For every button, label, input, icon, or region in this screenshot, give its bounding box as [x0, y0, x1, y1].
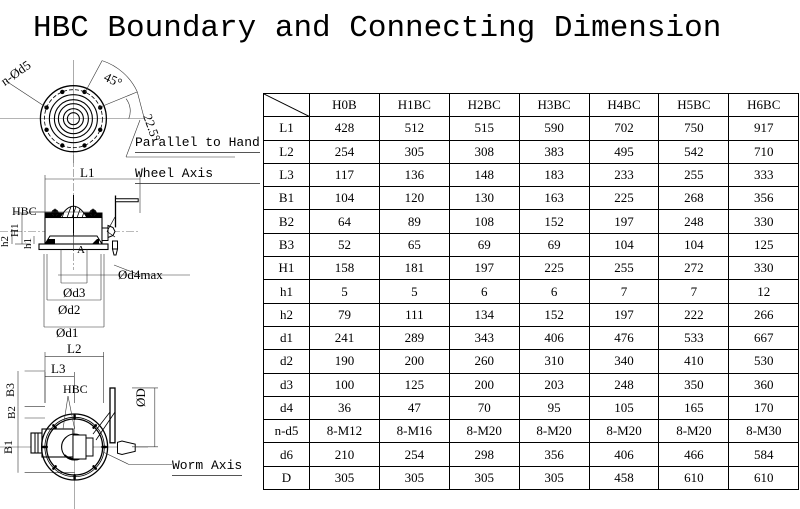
svg-text:ØD: ØD — [133, 388, 148, 407]
svg-text:n-Ød5: n-Ød5 — [0, 57, 34, 88]
svg-text:Ød2: Ød2 — [58, 302, 80, 317]
svg-text:Ød3: Ød3 — [63, 285, 85, 300]
svg-text:h1: h1 — [22, 238, 34, 249]
svg-text:HBC: HBC — [12, 204, 37, 218]
svg-text:L1: L1 — [80, 165, 94, 180]
svg-text:HBC: HBC — [63, 382, 88, 396]
svg-text:A: A — [77, 244, 85, 256]
svg-text:Ød4max: Ød4max — [118, 267, 163, 282]
svg-text:L3: L3 — [51, 361, 65, 376]
svg-text:45°: 45° — [102, 69, 125, 90]
svg-text:L2: L2 — [67, 341, 81, 356]
svg-text:B1: B1 — [1, 440, 15, 454]
svg-text:B2: B2 — [6, 406, 18, 419]
svg-text:h2: h2 — [0, 236, 11, 247]
svg-text:B3: B3 — [3, 383, 17, 397]
svg-text:H1: H1 — [9, 224, 21, 237]
